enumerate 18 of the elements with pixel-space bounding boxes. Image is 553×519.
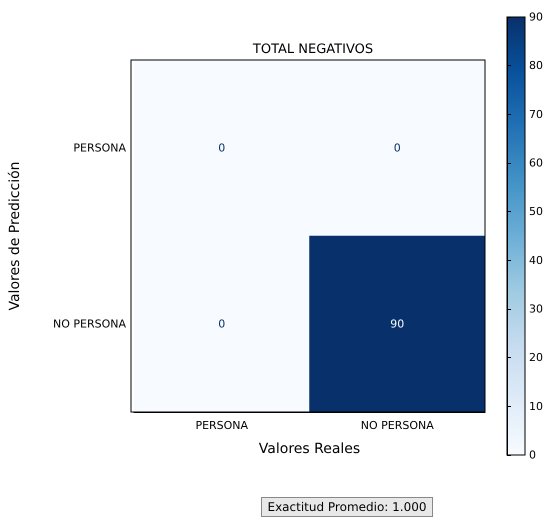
color-bar-label: 0 bbox=[529, 448, 536, 462]
color-bar-label: 10 bbox=[529, 400, 543, 413]
color-bar-label: 60 bbox=[529, 156, 543, 170]
color-bar-label: 70 bbox=[529, 108, 543, 121]
data-label: 0 bbox=[218, 318, 226, 330]
data-label: 90 bbox=[390, 318, 404, 330]
color-bar-label: 40 bbox=[529, 254, 543, 267]
text: Exactitud Promedio: 1.000 bbox=[267, 500, 427, 514]
color-bar-label: 50 bbox=[529, 205, 543, 218]
color-bar-label: 30 bbox=[529, 302, 543, 316]
color-bar-label: 90 bbox=[529, 10, 543, 24]
chart-title: TOTAL NEGATIVOS bbox=[252, 42, 374, 57]
x-axis-title: Valores Reales bbox=[258, 441, 360, 457]
color-bar-label: 80 bbox=[529, 59, 543, 72]
color-bar-label: 20 bbox=[529, 351, 543, 364]
y-axis-title: Valores de Predicción bbox=[7, 161, 23, 311]
data-label: 0 bbox=[218, 142, 226, 154]
data-label: 0 bbox=[394, 142, 401, 154]
